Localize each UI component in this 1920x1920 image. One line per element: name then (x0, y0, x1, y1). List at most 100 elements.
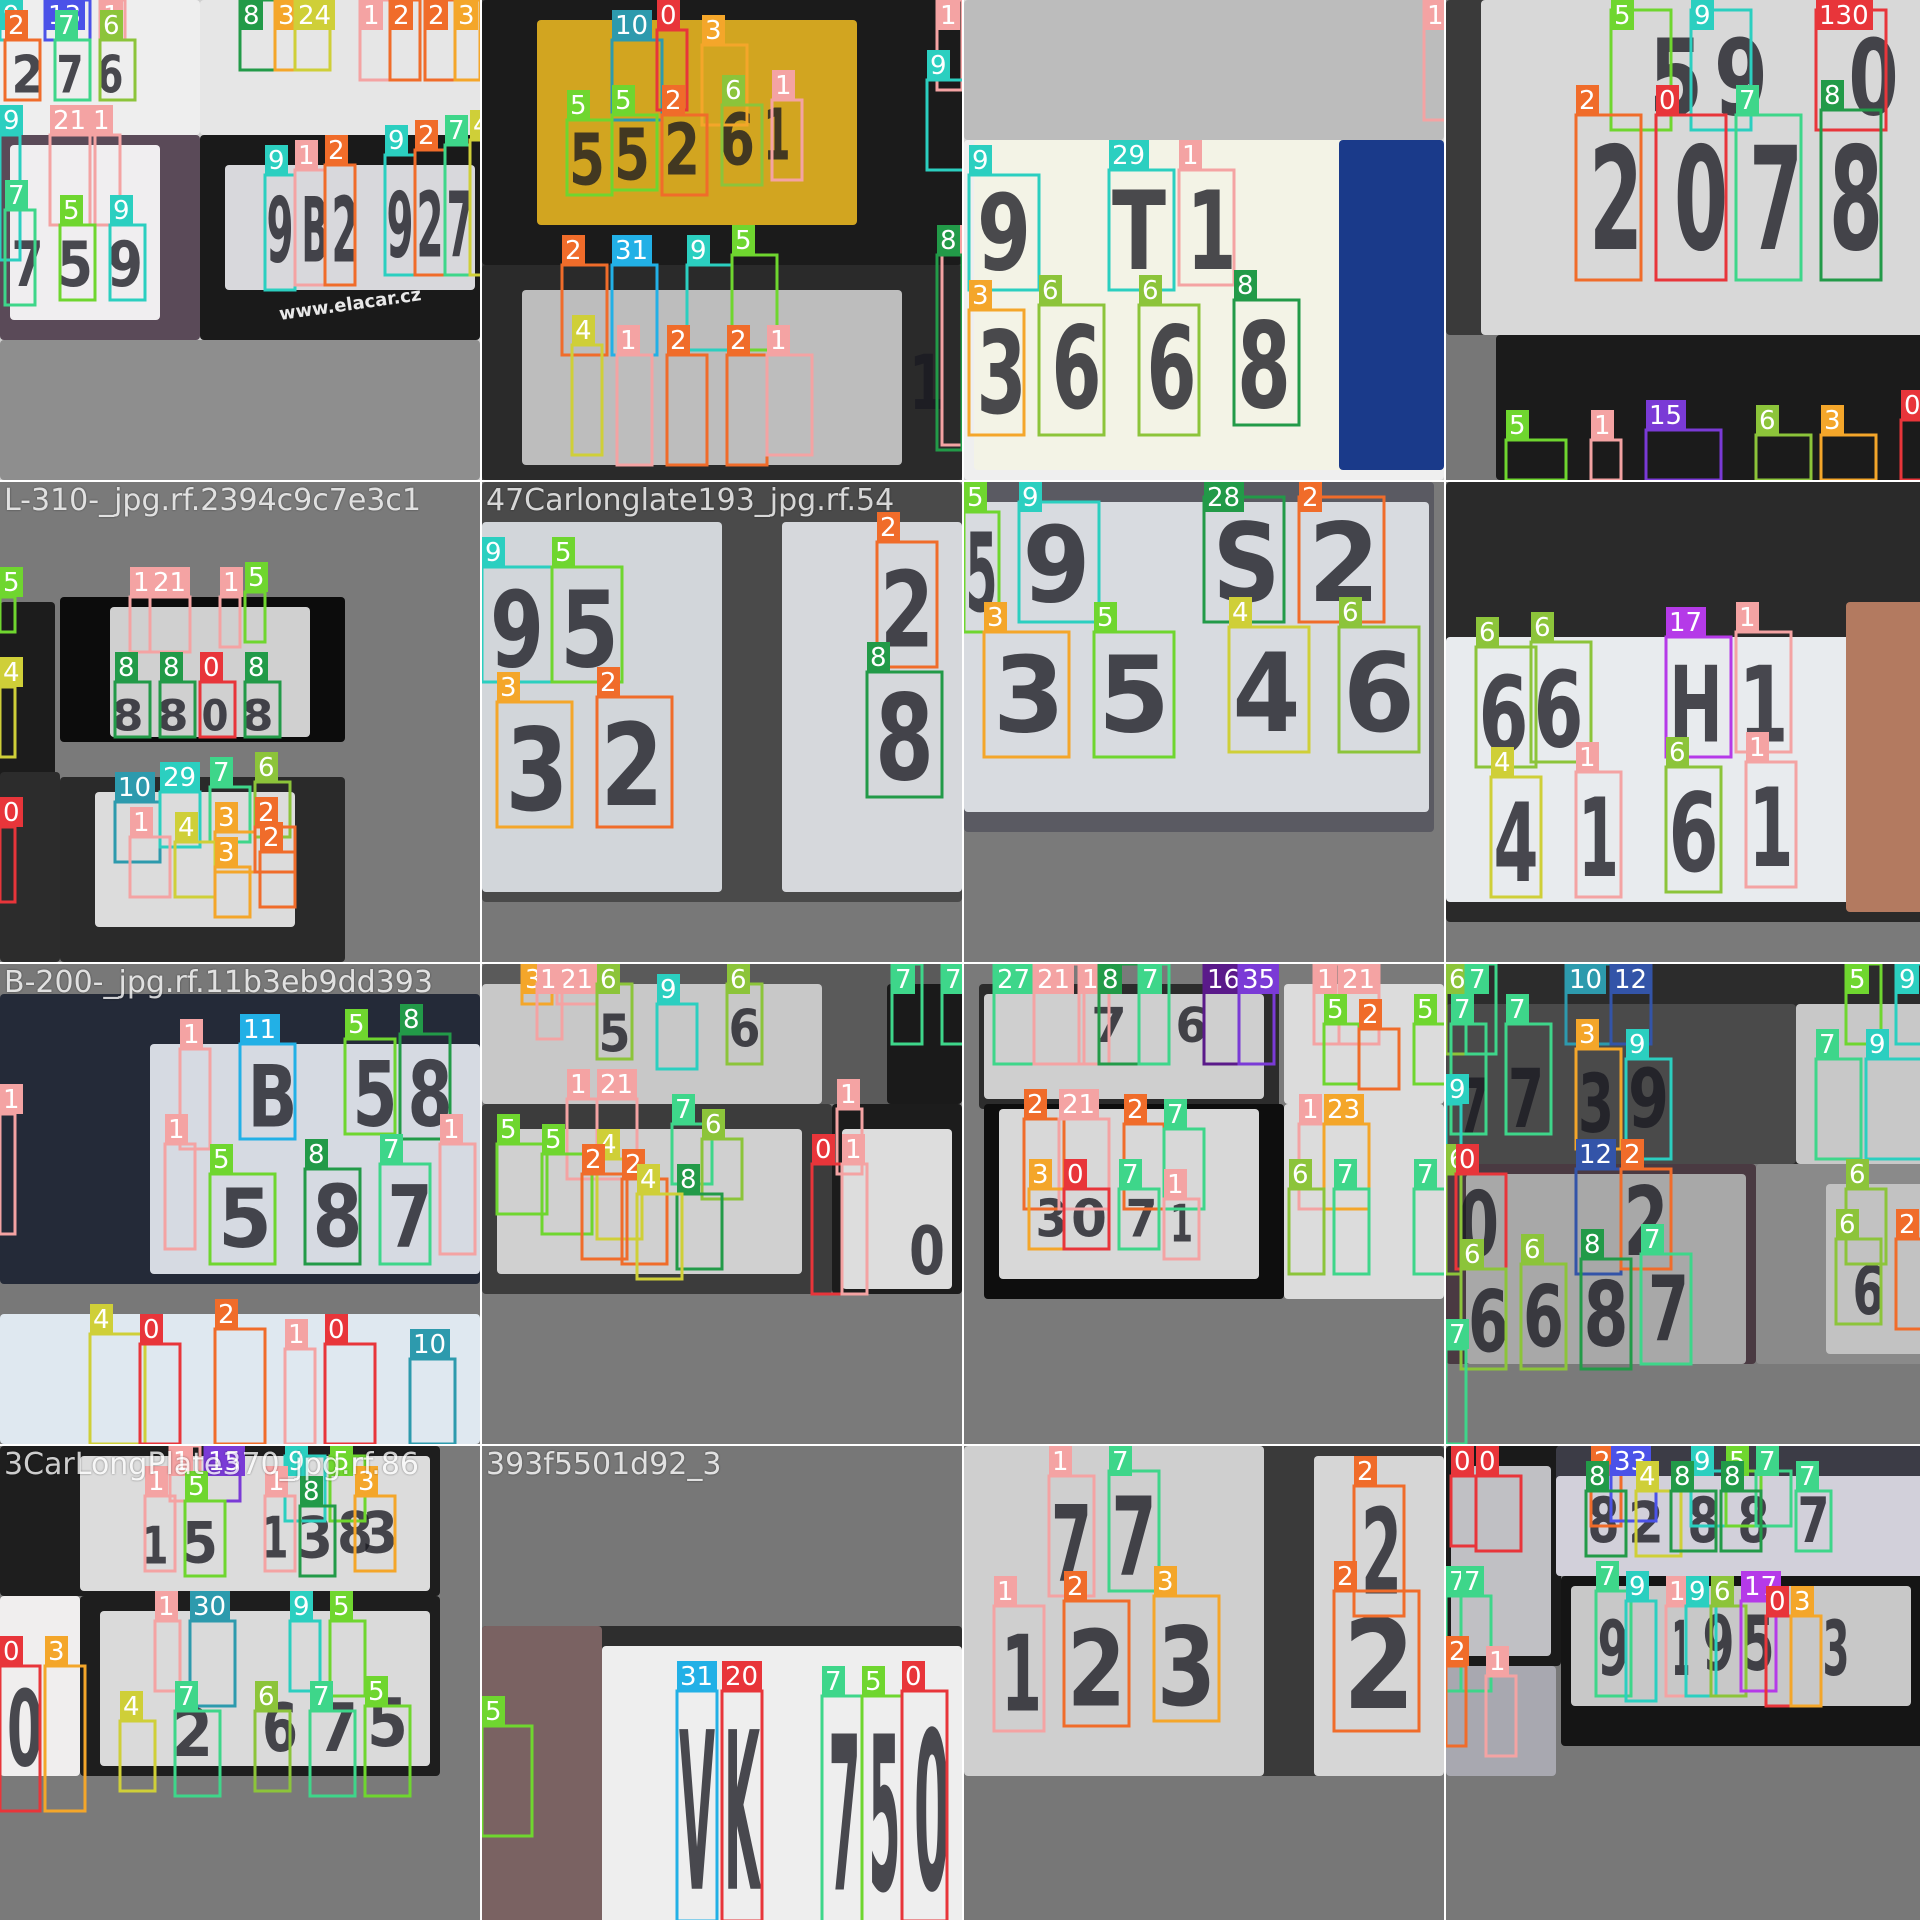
class-label: 8 (1584, 1230, 1601, 1260)
bounding-box (208, 1172, 277, 1266)
class-label: 1 (840, 1080, 857, 1110)
class-label-background (215, 802, 238, 832)
class-label: 6 (1292, 1160, 1309, 1190)
detection-box: 21 (1032, 964, 1086, 1066)
class-label-background (994, 1576, 1017, 1606)
class-label: 21 (53, 106, 86, 136)
class-label-background (677, 1164, 700, 1194)
class-label-background (1816, 1029, 1839, 1059)
class-label: 2 (1337, 1562, 1354, 1592)
class-label: 1 (1182, 141, 1199, 171)
detection-box: 2 (3, 10, 42, 102)
plate-character: 7 (1126, 1189, 1158, 1249)
class-label-background (1099, 964, 1122, 994)
bounding-box (1137, 964, 1171, 1066)
class-label-background (1461, 1566, 1484, 1596)
class-label-background (677, 1661, 717, 1691)
class-label-background (1446, 1636, 1469, 1666)
bounding-box (495, 700, 574, 829)
detection-box: 6 (725, 964, 764, 1066)
bounding-box (378, 1162, 432, 1266)
detection-box: 10 (1564, 964, 1613, 1046)
detection-box: 5 (1504, 410, 1568, 480)
plate-character: V (679, 1686, 715, 1920)
detection-box: 1 (1574, 742, 1623, 899)
class-label: 2 (1579, 86, 1596, 116)
mosaic-tile: 5 9 0 2 0 7 8 5 9 130 2 0 7 8 5 1 15 6 3 0 (1446, 0, 1920, 480)
plate-character: 3 (297, 1506, 333, 1572)
class-label: 0 (3, 798, 20, 828)
class-label: 9 (268, 146, 285, 176)
bounding-box (890, 964, 924, 1046)
class-label: 7 (178, 1682, 195, 1712)
class-label: 9 (288, 1447, 305, 1477)
class-label: 27 (997, 965, 1030, 995)
class-label: 1 (443, 1115, 460, 1145)
class-label-background (215, 837, 238, 867)
class-label: 5 (545, 1125, 562, 1155)
class-label-background (722, 75, 745, 105)
plate-character: 8 (1237, 299, 1291, 437)
plate-photo-region (984, 994, 1264, 1099)
class-label-background (1461, 1239, 1484, 1269)
bounding-box (1864, 1057, 1920, 1161)
mosaic-tile: 7 6 3 0 7 1 27 21 1 8 7 16 35 1 21 5 2 5 2 21 2 7 3 0 7 1 1 23 6 7 7 (964, 964, 1444, 1444)
detection-box: 130 (1814, 0, 1888, 132)
class-label: 6 (103, 11, 120, 41)
detection-box: 2 (1062, 1571, 1131, 1728)
class-label-background (1139, 275, 1162, 305)
class-label: 2 (565, 236, 582, 266)
class-label-background (1339, 597, 1362, 627)
class-label: 31 (680, 1662, 713, 1692)
plate-character: 6 (1176, 998, 1208, 1054)
class-label: 6 (1142, 276, 1159, 306)
plate-character: 0 (909, 1212, 945, 1290)
class-label-background (255, 752, 278, 782)
class-label-background (687, 235, 710, 265)
detection-box: 1 (615, 325, 654, 467)
class-label-background (330, 1591, 353, 1621)
class-label: 4 (640, 1165, 657, 1195)
plate-character: 6 (1343, 630, 1415, 757)
detection-box: 3 (1819, 405, 1878, 480)
detection-box: 7 (1794, 1461, 1833, 1553)
detection-box: 1 (88, 105, 122, 227)
class-label-background (557, 964, 597, 994)
class-label: 9 (1689, 1577, 1706, 1607)
class-label-background (1039, 275, 1062, 305)
class-label: 6 (1449, 965, 1466, 995)
class-label-background (662, 85, 685, 115)
class-label: 11 (243, 1015, 276, 1045)
plate-character: 5 (1649, 18, 1703, 140)
class-label: 2 (1027, 1090, 1044, 1120)
plate-character: 8 (157, 692, 189, 742)
class-label-background (130, 807, 153, 837)
class-label: 9 (293, 1592, 310, 1622)
class-label-background (1611, 0, 1634, 30)
class-label: 29 (1112, 141, 1145, 171)
class-label: 3 (1794, 1587, 1811, 1617)
detection-box: 6 (595, 964, 634, 1061)
detection-box: 0 (655, 0, 689, 112)
bounding-box (303, 1167, 362, 1266)
detection-box: 21 (1057, 1089, 1111, 1211)
class-label-background (1711, 1576, 1734, 1606)
detection-box: 3 (453, 0, 480, 82)
class-label-background (1049, 1446, 1072, 1476)
detection-box: 2 (1894, 1209, 1920, 1331)
plate-character: 2 (1628, 1491, 1664, 1557)
class-label-background (1029, 1159, 1052, 1189)
bounding-box (1819, 433, 1878, 480)
class-label: 0 (1659, 86, 1676, 116)
plate-character: 7 (1648, 1258, 1689, 1363)
class-label-background (572, 315, 595, 345)
class-label: 7 (58, 11, 75, 41)
class-label: 5 (570, 91, 587, 121)
class-label: 2 (1302, 483, 1319, 513)
class-label: 9 (388, 126, 405, 156)
class-label-background (1766, 1586, 1789, 1616)
detection-box: 5 (363, 1676, 412, 1798)
plate-character: 9 (1598, 1604, 1630, 1693)
detection-box: 0 (198, 652, 237, 739)
